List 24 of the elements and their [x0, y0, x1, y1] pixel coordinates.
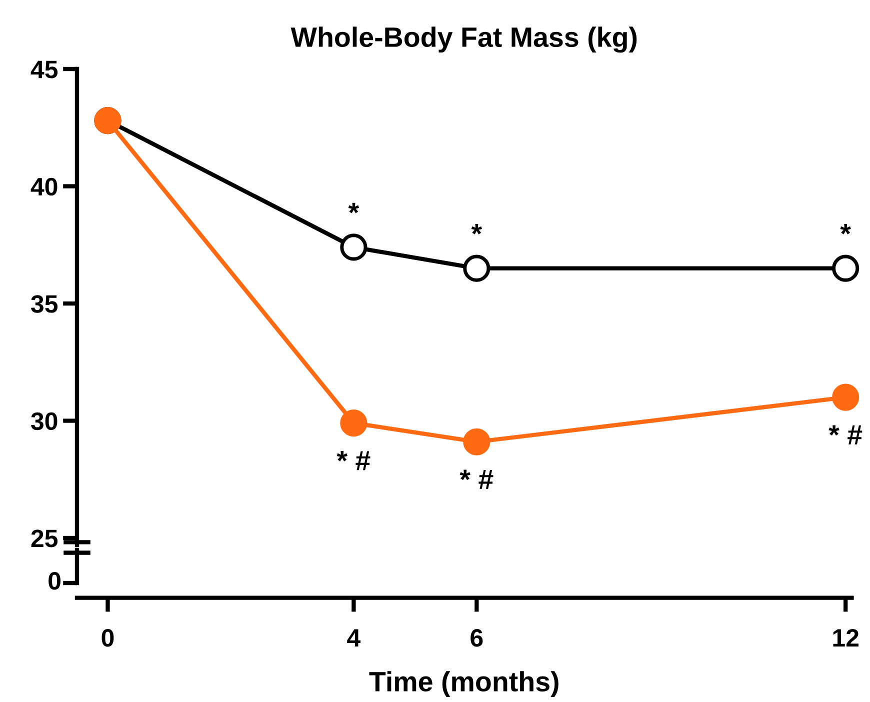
point	[832, 254, 860, 282]
point	[832, 384, 860, 411]
annotation: * #	[828, 425, 862, 444]
x-tick-label: 6	[470, 629, 483, 647]
point	[340, 234, 368, 261]
text: 0	[48, 572, 60, 590]
x-axis-title: Time (months)	[369, 671, 558, 698]
x-tick-label: 0	[102, 629, 114, 647]
annotation: *	[348, 202, 360, 214]
annotation: *	[840, 224, 851, 234]
x-tick-label: 4	[347, 629, 361, 646]
annotation: * #	[460, 470, 494, 489]
y-tick-label: 25	[31, 530, 58, 548]
annotation: *	[471, 224, 482, 234]
y-tick-label: 35	[31, 295, 58, 313]
point	[340, 410, 368, 437]
annotation: * #	[336, 451, 370, 470]
point	[463, 428, 490, 456]
y-tick-label: 40	[30, 178, 58, 196]
y-tick-label: 30	[31, 412, 58, 430]
chart-title: Whole-Body Fat Mass (kg)	[290, 26, 637, 53]
point	[463, 254, 490, 282]
x-tick-label: 12	[833, 629, 858, 646]
y-tick-label: 45	[30, 60, 58, 78]
